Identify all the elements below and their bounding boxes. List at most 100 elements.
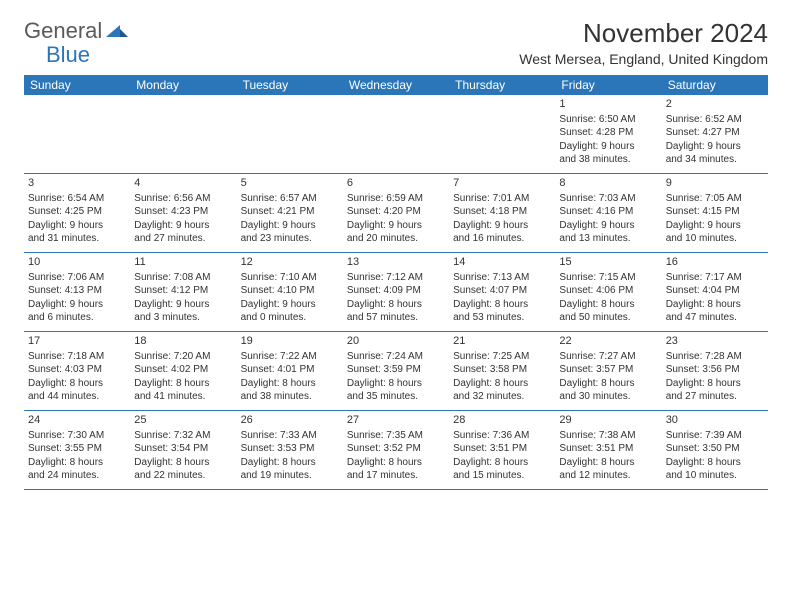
day-number: 16	[666, 255, 764, 270]
day-number: 26	[241, 413, 339, 428]
calendar-day-cell: 6Sunrise: 6:59 AMSunset: 4:20 PMDaylight…	[343, 174, 449, 252]
day-info-line: Sunrise: 7:22 AM	[241, 350, 339, 364]
day-info-line: and 0 minutes.	[241, 311, 339, 325]
day-number: 24	[28, 413, 126, 428]
calendar-week-row: 3Sunrise: 6:54 AMSunset: 4:25 PMDaylight…	[24, 174, 768, 253]
day-info-line: and 13 minutes.	[559, 232, 657, 246]
day-info-line: Sunset: 4:28 PM	[559, 126, 657, 140]
day-info-line: Daylight: 8 hours	[347, 456, 445, 470]
day-number: 11	[134, 255, 232, 270]
day-info-line: Sunset: 4:25 PM	[28, 205, 126, 219]
calendar-day-cell: 13Sunrise: 7:12 AMSunset: 4:09 PMDayligh…	[343, 253, 449, 331]
weekday-header: Thursday	[449, 75, 555, 95]
day-info-line: Sunrise: 6:56 AM	[134, 192, 232, 206]
day-number: 30	[666, 413, 764, 428]
day-number: 4	[134, 176, 232, 191]
day-number: 18	[134, 334, 232, 349]
day-info-line: Daylight: 8 hours	[347, 298, 445, 312]
day-info-line: Sunset: 4:03 PM	[28, 363, 126, 377]
calendar-day-cell	[343, 95, 449, 173]
calendar-day-cell: 16Sunrise: 7:17 AMSunset: 4:04 PMDayligh…	[662, 253, 768, 331]
day-info-line: Sunrise: 7:32 AM	[134, 429, 232, 443]
calendar-day-cell: 3Sunrise: 6:54 AMSunset: 4:25 PMDaylight…	[24, 174, 130, 252]
day-info-line: Daylight: 9 hours	[347, 219, 445, 233]
day-info-line: Sunrise: 6:50 AM	[559, 113, 657, 127]
day-info-line: Daylight: 8 hours	[28, 377, 126, 391]
day-info-line: Sunrise: 7:06 AM	[28, 271, 126, 285]
logo-text-gray: General	[24, 18, 102, 44]
day-info-line: Daylight: 8 hours	[28, 456, 126, 470]
day-info-line: Daylight: 9 hours	[28, 219, 126, 233]
day-number: 27	[347, 413, 445, 428]
day-number: 13	[347, 255, 445, 270]
day-info-line: Sunset: 4:20 PM	[347, 205, 445, 219]
calendar-week-row: 10Sunrise: 7:06 AMSunset: 4:13 PMDayligh…	[24, 253, 768, 332]
day-number: 17	[28, 334, 126, 349]
day-info-line: Sunrise: 7:03 AM	[559, 192, 657, 206]
day-info-line: and 20 minutes.	[347, 232, 445, 246]
calendar-day-cell: 11Sunrise: 7:08 AMSunset: 4:12 PMDayligh…	[130, 253, 236, 331]
calendar-day-cell: 30Sunrise: 7:39 AMSunset: 3:50 PMDayligh…	[662, 411, 768, 489]
day-info-line: and 47 minutes.	[666, 311, 764, 325]
day-info-line: Daylight: 8 hours	[559, 298, 657, 312]
day-info-line: and 32 minutes.	[453, 390, 551, 404]
day-info-line: Sunset: 4:12 PM	[134, 284, 232, 298]
day-info-line: Daylight: 9 hours	[666, 140, 764, 154]
weekday-header-row: SundayMondayTuesdayWednesdayThursdayFrid…	[24, 75, 768, 95]
day-info-line: Sunset: 4:07 PM	[453, 284, 551, 298]
day-number: 2	[666, 97, 764, 112]
day-info-line: Sunrise: 7:27 AM	[559, 350, 657, 364]
day-number: 20	[347, 334, 445, 349]
day-info-line: Sunrise: 7:28 AM	[666, 350, 764, 364]
day-info-line: and 23 minutes.	[241, 232, 339, 246]
calendar-week-row: 1Sunrise: 6:50 AMSunset: 4:28 PMDaylight…	[24, 95, 768, 174]
calendar-day-cell: 17Sunrise: 7:18 AMSunset: 4:03 PMDayligh…	[24, 332, 130, 410]
day-info-line: Sunrise: 6:54 AM	[28, 192, 126, 206]
calendar-day-cell: 21Sunrise: 7:25 AMSunset: 3:58 PMDayligh…	[449, 332, 555, 410]
day-info-line: Sunrise: 6:59 AM	[347, 192, 445, 206]
day-number: 1	[559, 97, 657, 112]
calendar-day-cell: 27Sunrise: 7:35 AMSunset: 3:52 PMDayligh…	[343, 411, 449, 489]
day-number: 12	[241, 255, 339, 270]
day-info-line: Daylight: 9 hours	[134, 298, 232, 312]
calendar-day-cell	[237, 95, 343, 173]
day-info-line: and 12 minutes.	[559, 469, 657, 483]
day-info-line: Sunset: 4:04 PM	[666, 284, 764, 298]
day-info-line: and 17 minutes.	[347, 469, 445, 483]
day-number: 15	[559, 255, 657, 270]
calendar-day-cell: 25Sunrise: 7:32 AMSunset: 3:54 PMDayligh…	[130, 411, 236, 489]
weekday-header: Monday	[130, 75, 236, 95]
calendar-day-cell: 12Sunrise: 7:10 AMSunset: 4:10 PMDayligh…	[237, 253, 343, 331]
day-info-line: Sunrise: 7:01 AM	[453, 192, 551, 206]
calendar-day-cell: 1Sunrise: 6:50 AMSunset: 4:28 PMDaylight…	[555, 95, 661, 173]
day-info-line: and 57 minutes.	[347, 311, 445, 325]
calendar-day-cell: 19Sunrise: 7:22 AMSunset: 4:01 PMDayligh…	[237, 332, 343, 410]
day-info-line: Sunset: 4:18 PM	[453, 205, 551, 219]
day-info-line: Sunset: 3:56 PM	[666, 363, 764, 377]
day-info-line: Daylight: 8 hours	[666, 377, 764, 391]
calendar-day-cell: 5Sunrise: 6:57 AMSunset: 4:21 PMDaylight…	[237, 174, 343, 252]
weekday-header: Friday	[555, 75, 661, 95]
day-info-line: Sunset: 3:55 PM	[28, 442, 126, 456]
day-info-line: Sunrise: 7:35 AM	[347, 429, 445, 443]
day-info-line: Daylight: 9 hours	[559, 219, 657, 233]
logo-arrow-icon	[106, 23, 128, 39]
day-info-line: Sunrise: 7:12 AM	[347, 271, 445, 285]
day-info-line: Daylight: 9 hours	[559, 140, 657, 154]
day-number: 21	[453, 334, 551, 349]
calendar-day-cell	[449, 95, 555, 173]
day-info-line: Sunrise: 7:30 AM	[28, 429, 126, 443]
day-info-line: Daylight: 9 hours	[666, 219, 764, 233]
day-info-line: Sunrise: 7:39 AM	[666, 429, 764, 443]
calendar: SundayMondayTuesdayWednesdayThursdayFrid…	[24, 75, 768, 490]
day-info-line: Daylight: 8 hours	[134, 377, 232, 391]
day-info-line: and 19 minutes.	[241, 469, 339, 483]
calendar-day-cell: 8Sunrise: 7:03 AMSunset: 4:16 PMDaylight…	[555, 174, 661, 252]
day-info-line: Daylight: 9 hours	[241, 298, 339, 312]
calendar-day-cell	[130, 95, 236, 173]
day-info-line: and 31 minutes.	[28, 232, 126, 246]
day-number: 3	[28, 176, 126, 191]
day-info-line: Sunrise: 7:13 AM	[453, 271, 551, 285]
day-info-line: Sunrise: 7:38 AM	[559, 429, 657, 443]
day-info-line: and 35 minutes.	[347, 390, 445, 404]
